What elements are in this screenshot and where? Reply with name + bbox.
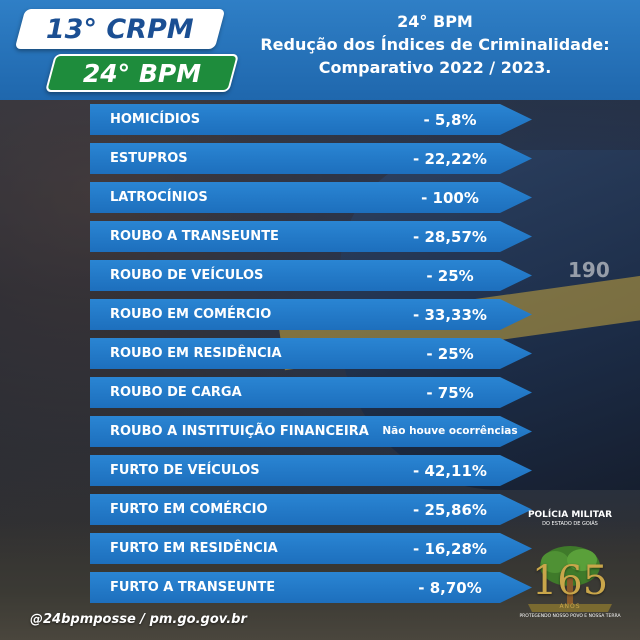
list-item: FURTO EM COMÉRCIO - 25,86%: [90, 494, 532, 525]
crime-label: HOMICÍDIOS: [110, 112, 201, 127]
crime-value: - 100%: [421, 188, 479, 207]
logo-motto: PROTEGENDO NOSSO POVO E NOSSA TERRA: [519, 614, 621, 619]
pm-goias-165-logo: POLÍCIA MILITAR DO ESTADO DE GOIÁS 165 A…: [514, 510, 626, 632]
list-item: FURTO EM RESIDÊNCIA - 16,28%: [90, 533, 532, 564]
logo-line-2: DO ESTADO DE GOIÁS: [542, 521, 598, 527]
list-item: LATROCÍNIOS - 100%: [90, 182, 532, 213]
logo-line-1: POLÍCIA MILITAR: [527, 510, 613, 520]
crime-label: ROUBO A TRANSEUNTE: [110, 229, 279, 244]
crime-value: - 22,22%: [413, 149, 487, 168]
logo-anos: ANOS: [559, 603, 581, 610]
crime-label: FURTO A TRANSEUNTE: [110, 580, 276, 595]
list-item: ROUBO EM RESIDÊNCIA - 25%: [90, 338, 532, 369]
car-number: 190: [568, 258, 610, 282]
logo-number: 165: [531, 558, 609, 604]
footer-handle: @24bpmposse / pm.go.gov.br: [30, 612, 247, 627]
title-line-2: Redução dos Índices de Criminalidade:: [260, 35, 610, 54]
page-title: 24° BPM Redução dos Índices de Criminali…: [240, 10, 630, 79]
list-item: FURTO A TRANSEUNTE - 8,70%: [90, 572, 532, 603]
crime-value: Não houve ocorrências: [382, 425, 518, 437]
crime-label: FURTO EM COMÉRCIO: [110, 502, 268, 517]
crime-label: ROUBO DE VEÍCULOS: [110, 268, 264, 283]
list-item: ROUBO DE CARGA - 75%: [90, 377, 532, 408]
crime-label: ROUBO EM COMÉRCIO: [110, 307, 272, 322]
crime-value: - 42,11%: [413, 461, 487, 480]
list-item: ROUBO DE VEÍCULOS - 25%: [90, 260, 532, 291]
list-item: FURTO DE VEÍCULOS - 42,11%: [90, 455, 532, 486]
crime-value: - 25%: [426, 344, 474, 363]
crime-label: ROUBO DE CARGA: [110, 385, 242, 400]
tree-emblem-icon: [528, 546, 612, 612]
list-item: ROUBO EM COMÉRCIO - 33,33%: [90, 299, 532, 330]
crime-label: LATROCÍNIOS: [110, 190, 208, 205]
crime-label: ESTUPROS: [110, 151, 188, 166]
crime-value: - 75%: [426, 383, 474, 402]
title-line-3: Comparativo 2022 / 2023.: [318, 58, 552, 77]
crime-label: FURTO EM RESIDÊNCIA: [110, 541, 278, 556]
crime-label: FURTO DE VEÍCULOS: [110, 463, 260, 478]
crime-label: ROUBO EM RESIDÊNCIA: [110, 346, 282, 361]
list-item: ROUBO A TRANSEUNTE - 28,57%: [90, 221, 532, 252]
crime-value: - 8,70%: [418, 578, 482, 597]
list-item: HOMICÍDIOS - 5,8%: [90, 104, 532, 135]
crime-value: - 16,28%: [413, 539, 487, 558]
list-item: ROUBO A INSTITUIÇÃO FINANCEIRA Não houve…: [90, 416, 532, 447]
crime-value: - 33,33%: [413, 305, 487, 324]
crime-label: ROUBO A INSTITUIÇÃO FINANCEIRA: [110, 424, 369, 439]
logo-header: POLÍCIA MILITAR DO ESTADO DE GOIÁS: [514, 510, 626, 540]
list-item: ESTUPROS - 22,22%: [90, 143, 532, 174]
crime-value: - 28,57%: [413, 227, 487, 246]
crime-value: - 5,8%: [423, 110, 477, 129]
crime-value: - 25%: [426, 266, 474, 285]
title-line-1: 24° BPM: [397, 12, 473, 31]
crime-value: - 25,86%: [413, 500, 487, 519]
